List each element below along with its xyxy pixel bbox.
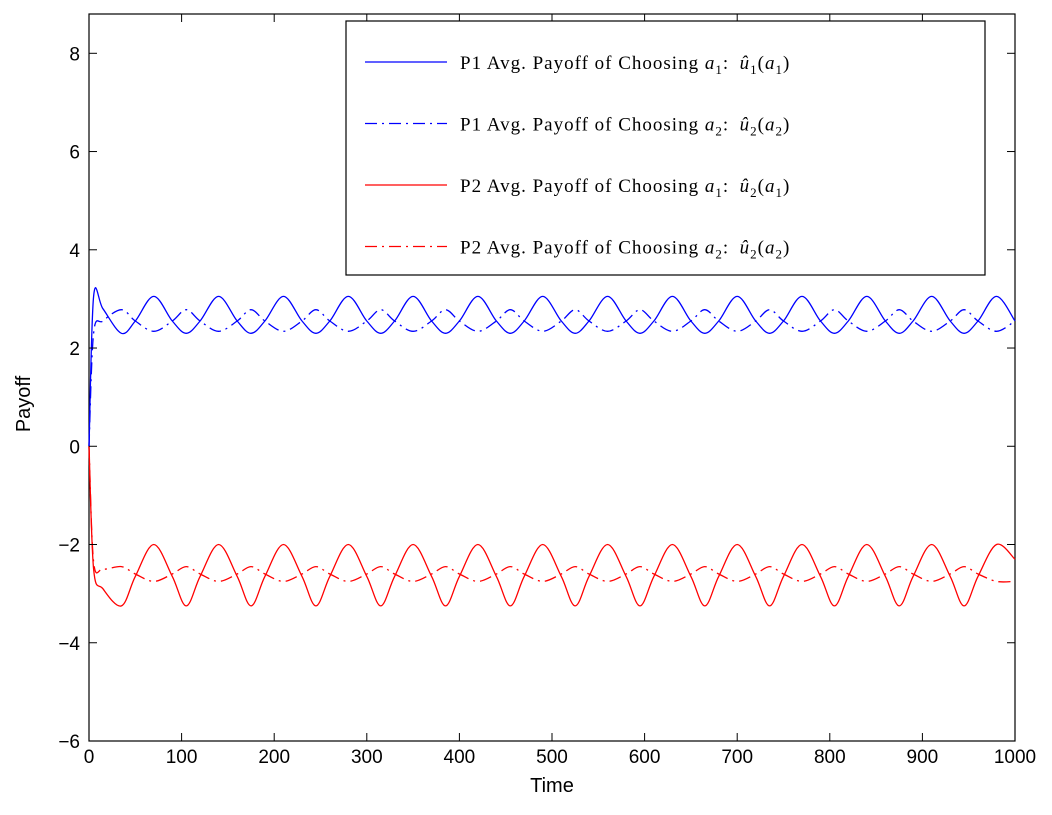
x-tick-label: 500 [536,747,568,768]
legend-label: P2 Avg. Payoff of Choosing a1: û2(a1) [460,176,790,200]
series-line-2 [88,309,1016,447]
legend-label: P1 Avg. Payoff of Choosing a2: û2(a2) [460,115,790,139]
legend: P1 Avg. Payoff of Choosing a1: û1(a1) P1 … [345,20,986,276]
x-tick-label: 0 [84,747,95,768]
x-tick-label: 800 [814,747,846,768]
series-layer [88,287,1016,607]
x-tick-label: 1000 [994,747,1036,768]
y-tick-label: −2 [58,536,80,557]
y-tick-label: 0 [69,437,80,458]
legend-entry-2: P1 Avg. Payoff of Choosing a2: û2(a2) [365,115,790,139]
y-tick-label: −6 [58,732,80,753]
legend-label: P1 Avg. Payoff of Choosing a1: û1(a1) [460,53,790,77]
legend-label: P2 Avg. Payoff of Choosing a2: û2(a2) [460,238,790,262]
y-axis-label: Payoff [13,375,35,432]
y-tick-label: 4 [69,241,80,262]
x-tick-label: 300 [351,747,383,768]
x-tick-label: 600 [629,747,661,768]
x-tick-label: 900 [907,747,939,768]
x-tick-label: 700 [721,747,753,768]
legend-entries: P1 Avg. Payoff of Choosing a1: û1(a1) P1 … [365,53,790,262]
x-tick-label: 200 [258,747,290,768]
series-line-1 [88,287,1016,447]
series-line-3 [88,446,1016,607]
legend-entry-1: P1 Avg. Payoff of Choosing a1: û1(a1) [365,53,790,77]
legend-box [345,20,986,276]
legend-entry-4: P2 Avg. Payoff of Choosing a2: û2(a2) [365,238,790,262]
y-tick-label: 2 [69,339,80,360]
y-tick-label: 8 [69,44,80,65]
x-axis-label: Time [530,775,574,797]
legend-entry-3: P2 Avg. Payoff of Choosing a1: û2(a1) [365,176,790,200]
y-tick-label: −4 [58,634,80,655]
x-tick-label: 400 [444,747,476,768]
series-line-4 [88,446,1016,583]
y-tick-label: 6 [69,143,80,164]
x-tick-label: 100 [166,747,198,768]
